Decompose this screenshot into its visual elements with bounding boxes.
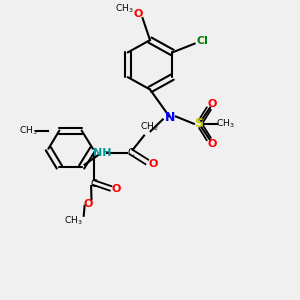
Text: O: O <box>83 199 93 209</box>
Text: Cl: Cl <box>196 36 208 46</box>
Text: O: O <box>149 159 158 170</box>
Text: O: O <box>207 139 217 149</box>
Text: CH$_2$: CH$_2$ <box>140 121 159 133</box>
Text: O: O <box>207 99 217 109</box>
Text: CH$_3$: CH$_3$ <box>19 124 38 137</box>
Text: C: C <box>128 148 135 158</box>
Text: N: N <box>165 112 175 124</box>
Text: CH$_3$: CH$_3$ <box>64 215 83 227</box>
Text: S: S <box>194 117 203 130</box>
Text: NH: NH <box>93 148 112 158</box>
Text: CH$_3$: CH$_3$ <box>116 2 134 15</box>
Text: C: C <box>91 179 98 189</box>
Text: O: O <box>134 9 143 19</box>
Text: CH$_3$: CH$_3$ <box>216 118 234 130</box>
Text: O: O <box>111 184 121 194</box>
